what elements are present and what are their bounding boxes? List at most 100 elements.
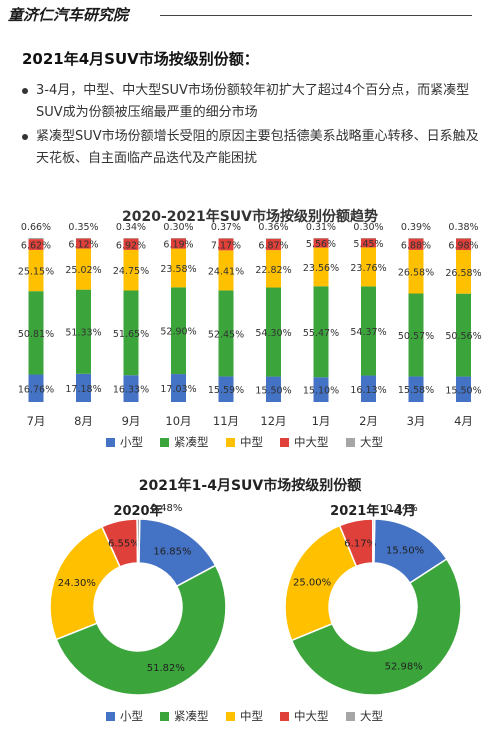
bar-segment [408, 249, 424, 294]
donut-slice [136, 518, 141, 564]
bar-segment [76, 238, 91, 249]
bar-segment [313, 238, 329, 248]
legend-swatch [106, 712, 115, 721]
page-header: 童济仁汽车研究院 [0, 0, 500, 28]
bar-data-label: 52.90% [160, 327, 196, 338]
bar-segment [218, 238, 234, 251]
bar-segment [361, 375, 376, 402]
bar-segment [456, 293, 471, 377]
donut-slice [55, 564, 227, 696]
bar-segment [218, 290, 234, 377]
bar-segment [313, 247, 329, 287]
legend-label: 小型 [120, 435, 143, 449]
legend-label: 大型 [360, 435, 383, 449]
bar-data-label: 6.87% [258, 240, 288, 251]
bar-segment [171, 248, 186, 288]
chart-title: 2020-2021年SUV市场按级别份额趋势 [122, 208, 378, 225]
x-tick-label: 9月 [122, 414, 141, 428]
bar-segment [28, 239, 44, 250]
bar-segment [218, 250, 234, 291]
x-tick-label: 7月 [27, 414, 46, 428]
bar-segment [171, 238, 186, 249]
bar-data-label: 0.30% [353, 222, 383, 233]
x-tick-label: 3月 [407, 414, 426, 428]
bar-segment [266, 376, 281, 402]
bar-segment [28, 238, 44, 240]
bullet-item: 3-4月，中型、中大型SUV市场份额较年初扩大了超过4个百分点，而紧凑型SUV成… [22, 80, 487, 124]
bar-data-label: 51.65% [113, 329, 149, 340]
bar-segment [408, 238, 424, 250]
bar-segment [456, 376, 471, 402]
bar-segment [313, 377, 329, 402]
bar-data-label: 16.33% [113, 385, 149, 396]
bar-segment [456, 250, 471, 294]
bar-data-label: 51.33% [65, 328, 101, 339]
bar-data-label: 6.92% [116, 240, 146, 251]
donut-data-label: 0.34% [386, 503, 418, 514]
bar-data-label: 23.56% [303, 263, 339, 274]
bar-segment [28, 374, 44, 402]
bar-data-label: 17.03% [160, 384, 196, 395]
bar-segment [361, 237, 376, 239]
pie-subtitle-2021: 2021年1-4月 [330, 503, 416, 519]
x-tick-label: 10月 [165, 414, 191, 428]
bar-segment [76, 373, 91, 402]
bar-segment [123, 375, 139, 402]
bar-data-label: 6.62% [21, 241, 51, 252]
bar-segment [171, 374, 186, 402]
bar-segment [361, 247, 376, 287]
bar-segment [266, 238, 281, 239]
bar-data-label: 0.36% [258, 222, 288, 233]
donut-data-label: 6.17% [344, 538, 376, 549]
bar-data-label: 24.75% [113, 266, 149, 277]
brand-title: 童济仁汽车研究院 [8, 6, 129, 24]
bar-data-label: 0.37% [211, 222, 241, 233]
legend-swatch [346, 438, 355, 447]
bullet-item: 紧凑型SUV市场份额增长受阻的原因主要包括德美系战略重心转移、日系触及天花板、自… [22, 126, 487, 170]
bar-data-label: 26.58% [398, 268, 434, 279]
bar-segment [408, 293, 424, 377]
bar-data-label: 54.30% [255, 328, 291, 339]
donut-data-label: 6.55% [108, 539, 140, 550]
pie-section-title: 2021年1-4月SUV市场按级别份额 [139, 477, 362, 494]
legend-label: 紧凑型 [174, 709, 209, 723]
bar-segment [171, 238, 186, 239]
bar-segment [266, 250, 281, 288]
bar-segment [123, 249, 139, 291]
bar-data-label: 6.88% [401, 240, 431, 251]
bar-segment [123, 238, 139, 250]
bar-segment [28, 291, 44, 375]
bullet-list: 3-4月，中型、中大型SUV市场份额较年初扩大了超过4个百分点，而紧凑型SUV成… [22, 80, 487, 172]
legend-swatch [226, 438, 235, 447]
legend-label: 小型 [120, 709, 143, 723]
bar-data-label: 0.30% [163, 222, 193, 233]
bar-data-label: 54.37% [350, 327, 386, 338]
bar-data-label: 5.56% [306, 239, 336, 250]
bar-data-label: 0.31% [306, 222, 336, 233]
donut-data-label: 0.48% [151, 503, 183, 514]
bar-data-label: 6.19% [163, 240, 193, 251]
bar-data-label: 25.15% [18, 267, 54, 278]
bar-data-label: 15.59% [208, 385, 244, 396]
bar-segment [313, 238, 329, 239]
bar-segment [266, 238, 281, 251]
bar-data-label: 5.45% [353, 239, 383, 250]
donut-data-label: 25.00% [293, 578, 331, 589]
bar-data-label: 26.58% [445, 268, 481, 279]
x-tick-label: 4月 [454, 414, 473, 428]
legend-label: 大型 [360, 709, 383, 723]
header-divider [160, 15, 472, 16]
bar-segment [76, 238, 91, 239]
legend-label: 中大型 [294, 435, 329, 449]
bar-segment [361, 238, 376, 248]
bar-data-label: 6.98% [448, 240, 478, 251]
legend-swatch [160, 712, 169, 721]
bar-data-label: 15.10% [303, 386, 339, 397]
bar-data-label: 16.13% [350, 385, 386, 396]
x-tick-label: 11月 [213, 414, 239, 428]
donut-slice [284, 524, 358, 642]
bar-data-label: 15.50% [255, 385, 291, 396]
pie-subtitle-2020: 2020年 [113, 503, 162, 519]
bar-data-label: 0.34% [116, 222, 146, 233]
bar-data-label: 55.47% [303, 328, 339, 339]
